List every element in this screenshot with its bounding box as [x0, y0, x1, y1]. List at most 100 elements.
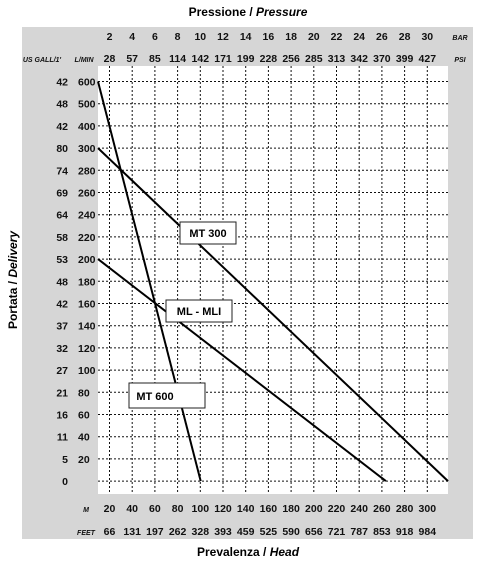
- lmin-tick-label: 500: [78, 99, 96, 111]
- bar-tick-label: 18: [285, 31, 297, 43]
- lmin-tick-label: 300: [78, 143, 96, 155]
- usgal-tick-label: 16: [56, 410, 68, 422]
- bar-tick-label: 24: [353, 31, 365, 43]
- feet-tick-label: 459: [237, 526, 255, 538]
- psi-tick-label: 427: [419, 53, 437, 65]
- psi-unit-label: PSI: [454, 57, 466, 64]
- lmin-tick-label: 80: [78, 387, 90, 399]
- feet-tick-label: 656: [305, 526, 323, 538]
- m-tick-label: 120: [214, 503, 232, 515]
- plot-area: [98, 66, 448, 494]
- lmin-tick-label: 100: [78, 365, 96, 377]
- psi-tick-label: 199: [237, 53, 255, 65]
- usgal-tick-label: 37: [56, 321, 68, 333]
- top-axis-title: Pressione / Pressure: [189, 5, 308, 19]
- bar-tick-label: 10: [194, 31, 206, 43]
- psi-tick-label: 342: [350, 53, 368, 65]
- bar-tick-label: 12: [217, 31, 229, 43]
- feet-unit-label: FEET: [77, 530, 96, 537]
- m-tick-label: 180: [282, 503, 300, 515]
- feet-tick-label: 66: [104, 526, 116, 538]
- usgal-tick-label: 0: [62, 476, 68, 488]
- usgal-tick-label: 58: [56, 232, 68, 244]
- psi-tick-label: 171: [214, 53, 232, 65]
- feet-tick-label: 131: [123, 526, 141, 538]
- m-tick-label: 140: [237, 503, 255, 515]
- bar-tick-label: 2: [107, 31, 113, 43]
- psi-tick-label: 228: [260, 53, 278, 65]
- bar-tick-label: 16: [263, 31, 275, 43]
- bottom-axis-title: Prevalenza / Head: [197, 545, 300, 559]
- psi-tick-label: 370: [373, 53, 391, 65]
- usgal-tick-label: 64: [56, 210, 68, 222]
- feet-tick-label: 328: [192, 526, 210, 538]
- feet-tick-label: 787: [350, 526, 368, 538]
- usgal-tick-label: 53: [56, 254, 68, 266]
- feet-tick-label: 197: [146, 526, 164, 538]
- feet-tick-label: 918: [396, 526, 414, 538]
- m-tick-label: 40: [126, 503, 138, 515]
- psi-tick-label: 114: [169, 53, 186, 65]
- m-tick-label: 80: [172, 503, 184, 515]
- psi-tick-label: 85: [149, 53, 161, 65]
- lmin-tick-label: 180: [78, 276, 96, 288]
- bar-unit-label: BAR: [452, 35, 467, 42]
- m-tick-label: 260: [373, 503, 391, 515]
- usgal-tick-label: 69: [56, 188, 68, 200]
- usgal-tick-label: 27: [56, 365, 68, 377]
- lmin-tick-label: 200: [78, 254, 96, 266]
- usgal-tick-label: 5: [62, 454, 68, 466]
- usgal-tick-label: 48: [56, 99, 68, 111]
- bar-tick-label: 20: [308, 31, 320, 43]
- bar-tick-label: 8: [175, 31, 181, 43]
- feet-tick-label: 853: [373, 526, 391, 538]
- usgal-tick-label: 21: [56, 387, 68, 399]
- psi-tick-label: 57: [126, 53, 138, 65]
- bar-tick-label: 28: [399, 31, 411, 43]
- usgal-tick-label: 42: [56, 77, 68, 89]
- bar-tick-label: 26: [376, 31, 388, 43]
- psi-tick-label: 28: [104, 53, 116, 65]
- psi-tick-label: 399: [396, 53, 414, 65]
- usgal-tick-label: 42: [56, 299, 68, 311]
- lmin-tick-label: 160: [78, 299, 96, 311]
- feet-tick-label: 984: [419, 526, 437, 538]
- usgal-tick-label: 74: [56, 165, 68, 177]
- m-tick-label: 240: [350, 503, 368, 515]
- pump-curves: [97, 81, 449, 482]
- psi-tick-label: 285: [305, 53, 323, 65]
- m-tick-label: 280: [396, 503, 414, 515]
- bottom-axis-band: [22, 494, 473, 539]
- left-axis-band: [22, 27, 98, 494]
- m-unit-label: M: [83, 507, 89, 514]
- usgal-tick-label: 80: [56, 143, 68, 155]
- curve-ml-mli: [97, 258, 387, 482]
- left-axis-title: Portata / Delivery: [6, 230, 20, 329]
- curve-mt-600: [97, 81, 202, 482]
- psi-tick-label: 142: [192, 53, 210, 65]
- usgal-tick-label: 42: [56, 121, 68, 133]
- lmin-tick-label: 240: [78, 210, 96, 222]
- usgal-tick-label: 48: [56, 276, 68, 288]
- feet-tick-label: 262: [169, 526, 187, 538]
- bar-tick-label: 30: [421, 31, 433, 43]
- label-ml-mli: ML - MLI: [165, 299, 233, 323]
- lmin-tick-label: 600: [78, 77, 96, 89]
- label-mt600: MT 600: [128, 382, 206, 409]
- psi-tick-label: 313: [328, 53, 346, 65]
- grid: [98, 66, 448, 494]
- lmin-tick-label: 260: [78, 188, 96, 200]
- m-tick-label: 60: [149, 503, 161, 515]
- usgal-unit-label: US GALL/1': [23, 57, 62, 64]
- curve-mt-300: [97, 147, 449, 482]
- lmin-tick-label: 140: [78, 321, 96, 333]
- feet-tick-label: 393: [214, 526, 232, 538]
- lmin-tick-label: 20: [78, 454, 90, 466]
- usgal-tick-label: 11: [57, 432, 68, 444]
- lmin-tick-label: 40: [78, 432, 90, 444]
- lmin-tick-label: 280: [78, 165, 96, 177]
- psi-tick-label: 256: [282, 53, 300, 65]
- feet-tick-label: 590: [282, 526, 300, 538]
